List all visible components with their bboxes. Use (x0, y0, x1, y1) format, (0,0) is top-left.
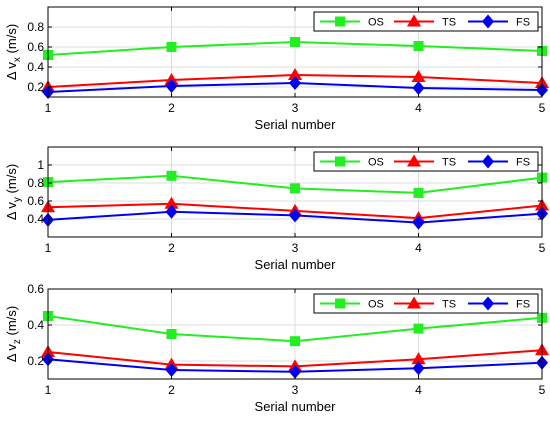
legend-marker-os (335, 16, 345, 27)
data-point-os (290, 183, 300, 194)
legend-marker-os (335, 298, 345, 309)
legend-label-os: OS (368, 299, 384, 311)
y-axis-label: Δ vx (m/s) (4, 24, 23, 80)
legend-3: OS TS FS (313, 293, 539, 314)
data-point-os (290, 37, 300, 47)
legend-marker-os (335, 156, 345, 167)
y-axis-label-subscript: z (12, 339, 23, 344)
y-tick-label: 0.2 (27, 354, 44, 368)
x-tick-label: 3 (292, 241, 299, 255)
legend-marker-fs (482, 154, 494, 169)
chart-3: 1 2 3 4 5 0.2 0.4 0.6 Serial number Δ vz (m/s) OS T… (4, 282, 549, 414)
y-axis-label-subscript: x (12, 57, 23, 62)
x-tick-label: 5 (539, 241, 546, 255)
y-axis-label-main: Δ v (4, 344, 19, 363)
data-point-os (413, 187, 424, 198)
x-tick-label: 2 (168, 383, 175, 397)
legend-label-ts: TS (442, 17, 456, 29)
data-point-os (166, 170, 177, 181)
x-tick-label: 4 (415, 101, 422, 115)
data-point-ts (411, 352, 426, 365)
y-axis-label-main: Δ v (4, 62, 19, 81)
data-point-ts (411, 70, 426, 82)
legend-1: OS TS FS (313, 11, 539, 32)
x-tick-label: 4 (415, 383, 422, 397)
y-axis-label-unit: (m/s) (4, 306, 19, 339)
data-point-fs (289, 364, 301, 379)
y-tick-label: 1 (37, 158, 44, 172)
legend-marker-fs (482, 14, 494, 29)
y-axis-label-subscript: y (12, 197, 23, 202)
data-point-ts (288, 68, 302, 80)
legend-2: OS TS FS (313, 151, 539, 172)
data-point-fs (412, 81, 425, 95)
data-point-os (166, 42, 177, 52)
data-point-fs (289, 208, 301, 223)
y-axis-label-unit: (m/s) (4, 24, 19, 57)
x-axis-label: Serial number (255, 257, 337, 272)
y-tick-label: 0.4 (27, 212, 44, 226)
data-point-fs (165, 204, 178, 219)
x-tick-label: 1 (45, 383, 52, 397)
x-tick-label: 5 (539, 383, 546, 397)
y-tick-label: 0.4 (27, 60, 44, 74)
legend-label-ts: TS (442, 299, 456, 311)
y-tick-label: 0.6 (27, 194, 44, 208)
legend-marker-fs (482, 296, 494, 311)
legend-label-fs: FS (516, 17, 530, 29)
chart-1: 1 2 3 4 5 0.2 0.4 0.6 0.8 Serial number Δ vx (m/s)… (4, 6, 549, 132)
legend-marker-ts (407, 154, 421, 167)
data-point-fs (412, 361, 425, 376)
data-point-fs (165, 363, 178, 377)
x-tick-label: 3 (292, 101, 299, 115)
y-tick-label: 0.6 (27, 40, 44, 54)
y-axis-label-main: Δ v (4, 202, 19, 221)
y-axis-label: Δ vy (m/s) (4, 164, 23, 220)
legend-marker-ts (407, 296, 421, 309)
y-axis-label-unit: (m/s) (4, 164, 19, 197)
y-tick-label: 0.8 (27, 176, 44, 190)
data-point-os (290, 336, 300, 347)
legend-label-fs: FS (516, 299, 530, 311)
x-axis-label: Serial number (255, 399, 337, 414)
legend-label-ts: TS (442, 157, 456, 169)
x-tick-label: 3 (292, 383, 299, 397)
x-tick-label: 1 (45, 101, 52, 115)
y-tick-label: 0.6 (27, 282, 44, 296)
x-tick-label: 2 (168, 241, 175, 255)
x-axis-label: Serial number (255, 117, 337, 132)
data-point-os (413, 323, 424, 334)
legend-marker-ts (407, 14, 421, 27)
data-point-fs (289, 76, 301, 90)
legend-label-fs: FS (516, 157, 530, 169)
legend-label-os: OS (368, 17, 384, 29)
chart-2: 1 2 3 4 5 0.4 0.6 0.8 1 Serial number Δ vy (m/s) OS… (4, 146, 549, 272)
y-tick-label: 0.8 (27, 20, 44, 34)
x-tick-label: 2 (168, 101, 175, 115)
legend-label-os: OS (368, 157, 384, 169)
x-tick-label: 4 (415, 241, 422, 255)
data-point-os (166, 329, 177, 339)
x-tick-label: 1 (45, 241, 52, 255)
y-axis-label: Δ vz (m/s) (4, 306, 23, 362)
data-point-fs (165, 79, 178, 93)
data-point-ts (164, 196, 179, 209)
data-point-os (413, 41, 424, 51)
data-point-fs (412, 215, 425, 230)
y-tick-label: 0.4 (27, 318, 44, 332)
x-tick-label: 5 (539, 101, 546, 115)
y-tick-label: 0.2 (27, 80, 44, 94)
